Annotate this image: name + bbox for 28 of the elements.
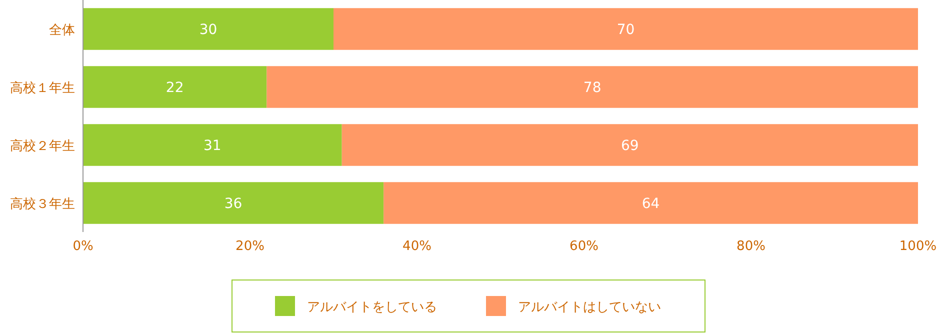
bar [83,66,267,108]
x-tick-label: 0% [72,239,94,254]
legend-label: アルバイトはしていない [518,300,661,315]
y-tick-label: 高校２年生 [10,138,75,154]
bar [266,66,918,108]
bar [384,182,918,224]
data-label: 64 [642,196,660,212]
x-tick-label: 60% [570,239,598,254]
bar [342,124,918,166]
bar [334,8,918,50]
legend-label: アルバイトをしている [307,300,437,315]
y-tick-label: 高校３年生 [10,196,75,212]
data-label: 78 [583,80,602,96]
data-label: 31 [204,138,222,154]
x-tick-label: 20% [236,239,264,254]
data-label: 70 [616,22,635,38]
data-label: 36 [224,196,242,212]
data-label: 22 [166,80,184,96]
bar [83,124,342,166]
bar [83,8,334,50]
data-label: 69 [621,138,639,154]
x-tick-label: 40% [402,239,432,254]
data-label: 30 [199,22,218,38]
y-tick-label: 全体 [49,23,75,38]
x-tick-label: 100% [899,239,937,254]
bar [83,182,384,224]
x-tick-label: 80% [736,239,766,254]
y-tick-label: 高校１年生 [10,80,75,96]
